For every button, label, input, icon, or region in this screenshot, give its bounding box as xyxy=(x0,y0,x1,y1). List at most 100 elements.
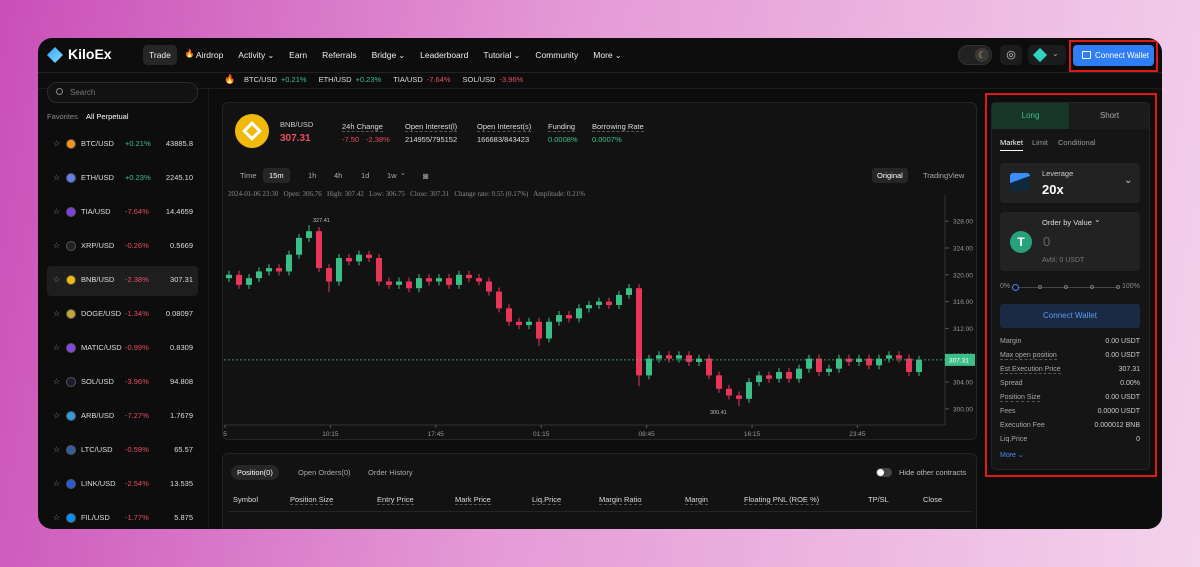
info-label: Margin xyxy=(1000,338,1022,345)
y-tick-label: 316.00 xyxy=(953,299,973,306)
tab-all-perpetual[interactable]: All Perpetual xyxy=(86,112,129,121)
camera-icon[interactable]: ◙ xyxy=(423,171,429,181)
ticker-item[interactable]: ETH/USD +0.23% xyxy=(319,75,382,84)
star: ☆ xyxy=(53,513,61,522)
tab-favorites[interactable]: Favorites xyxy=(47,112,78,121)
star: ☆ xyxy=(53,411,61,420)
nav-item[interactable]: Referrals xyxy=(316,45,362,65)
language-button[interactable]: ◎ xyxy=(1000,45,1022,65)
timeframe[interactable]: 1w xyxy=(387,171,397,180)
candle-body xyxy=(356,254,362,262)
ticker-symbol: TIA/USD xyxy=(393,75,423,84)
logo-text: KiloEx xyxy=(68,46,112,62)
nav-item[interactable]: Community xyxy=(529,45,584,65)
nav-item[interactable]: Bridge ⌄ xyxy=(371,49,406,60)
column-header: Close xyxy=(923,495,943,504)
candle-body xyxy=(406,281,412,289)
ticker-item[interactable]: BTC/USD +0.21% xyxy=(244,75,307,84)
timeframe[interactable]: Time xyxy=(240,171,257,180)
theme-toggle[interactable]: ☾ xyxy=(958,45,992,65)
nav-item[interactable]: Tutorial ⌄ xyxy=(483,49,521,60)
nav-item[interactable]: More ⌄ xyxy=(593,49,622,60)
market-symbol[interactable]: SOL/USD xyxy=(81,377,114,386)
order-type[interactable]: Market xyxy=(1000,138,1023,151)
nav-item[interactable]: Activity ⌄ xyxy=(238,49,275,60)
tab-short[interactable]: Short xyxy=(1070,103,1149,129)
candle-body xyxy=(796,368,802,379)
candle-body xyxy=(846,358,852,362)
position-tab[interactable]: Open Orders(0) xyxy=(298,468,351,477)
market-symbol[interactable]: ARB/USD xyxy=(81,411,115,420)
ticker-item[interactable]: SOL/USD -3.96% xyxy=(463,75,524,84)
market-change: -0.99% xyxy=(125,343,149,352)
slider-track[interactable] xyxy=(1015,287,1118,288)
star: ☆ xyxy=(53,309,61,318)
timeframe[interactable]: 4h xyxy=(334,171,343,180)
market-symbol[interactable]: ETH/USD xyxy=(81,173,114,182)
timeframe[interactable]: 1h xyxy=(308,171,317,180)
stat-label: Funding xyxy=(548,122,576,132)
market-symbol[interactable]: LINK/USD xyxy=(81,479,116,488)
amount-input[interactable]: 0 xyxy=(1043,234,1051,249)
coin-icon xyxy=(66,445,76,455)
candle-chart: 300.00304.00308.00312.00316.00320.00324.… xyxy=(223,195,975,438)
ticker-symbol: SOL/USD xyxy=(462,75,496,84)
position-tab[interactable]: Order History xyxy=(368,468,413,477)
candle-body xyxy=(706,358,712,376)
slider-dot xyxy=(1064,285,1068,289)
market-change: -3.96% xyxy=(125,377,149,386)
nav-item[interactable]: Leaderboard xyxy=(414,45,474,65)
x-tick-label: 17:45 xyxy=(428,431,445,438)
coin-icon xyxy=(66,343,76,353)
column-header: Margin xyxy=(685,495,708,505)
market-change: -7.64% xyxy=(125,207,149,216)
candle-body xyxy=(656,355,662,359)
order-type[interactable]: Conditional xyxy=(1058,138,1096,147)
market-symbol[interactable]: LTC/USD xyxy=(81,445,113,454)
hide-toggle[interactable] xyxy=(876,468,892,477)
market-symbol[interactable]: XRP/USD xyxy=(81,241,115,250)
y-tick-label: 304.00 xyxy=(953,380,973,387)
nav-item[interactable]: Earn xyxy=(283,45,313,65)
x-tick-label: 16:15 xyxy=(744,431,761,438)
order-connect-button[interactable]: Connect Wallet xyxy=(1000,304,1140,328)
market-symbol[interactable]: TIA/USD xyxy=(81,207,111,216)
nav-item-text: Tutorial xyxy=(483,49,512,60)
market-price: 1.7679 xyxy=(170,411,193,420)
more-link[interactable]: More ⌄ xyxy=(1000,452,1024,459)
candle-body xyxy=(686,355,692,362)
candle-body xyxy=(536,321,542,339)
view-original[interactable]: Original xyxy=(872,168,908,183)
slider-knob[interactable] xyxy=(1012,284,1019,291)
market-symbol[interactable]: BNB/USD xyxy=(81,275,115,284)
timeframe[interactable]: 15m xyxy=(263,168,290,183)
candle-body xyxy=(766,375,772,379)
market-symbol[interactable]: MATIC/USD xyxy=(81,343,122,352)
timeframe[interactable]: 1d xyxy=(361,171,370,180)
market-price: 13.535 xyxy=(170,479,193,488)
connect-wallet-button[interactable]: Connect Wallet xyxy=(1073,45,1154,66)
position-tab[interactable]: Position(0) xyxy=(231,465,279,480)
star: ☆ xyxy=(53,445,61,454)
search-box[interactable]: Search xyxy=(47,82,198,103)
nav-item[interactable]: Trade xyxy=(143,44,177,65)
star: ☆ xyxy=(53,139,61,148)
view-tradingview[interactable]: TradingView xyxy=(923,171,965,180)
ticker-item[interactable]: TIA/USD -7.64% xyxy=(393,75,450,84)
market-symbol[interactable]: FIL/USD xyxy=(81,513,110,522)
candle-body xyxy=(366,254,372,259)
tab-long[interactable]: Long xyxy=(992,103,1069,129)
leverage-value: 20x xyxy=(1042,182,1064,197)
candle-body xyxy=(316,231,322,269)
market-symbol[interactable]: DOGE/USD xyxy=(81,309,122,318)
info-value: 0.00 USDT xyxy=(1105,338,1140,345)
chain-selector[interactable]: ⌄ xyxy=(1028,45,1066,65)
nav-item-text: Activity xyxy=(238,49,266,60)
nav-item[interactable]: Airdrop 🔥 xyxy=(184,48,224,60)
column-header: TP/SL xyxy=(868,495,889,504)
order-by[interactable]: Order by Value xyxy=(1042,218,1092,227)
order-type[interactable]: Limit xyxy=(1032,138,1048,147)
info-label: Fees xyxy=(1000,408,1016,415)
market-symbol[interactable]: BTC/USD xyxy=(81,139,114,148)
pair-name: BNB/USD xyxy=(280,120,314,129)
